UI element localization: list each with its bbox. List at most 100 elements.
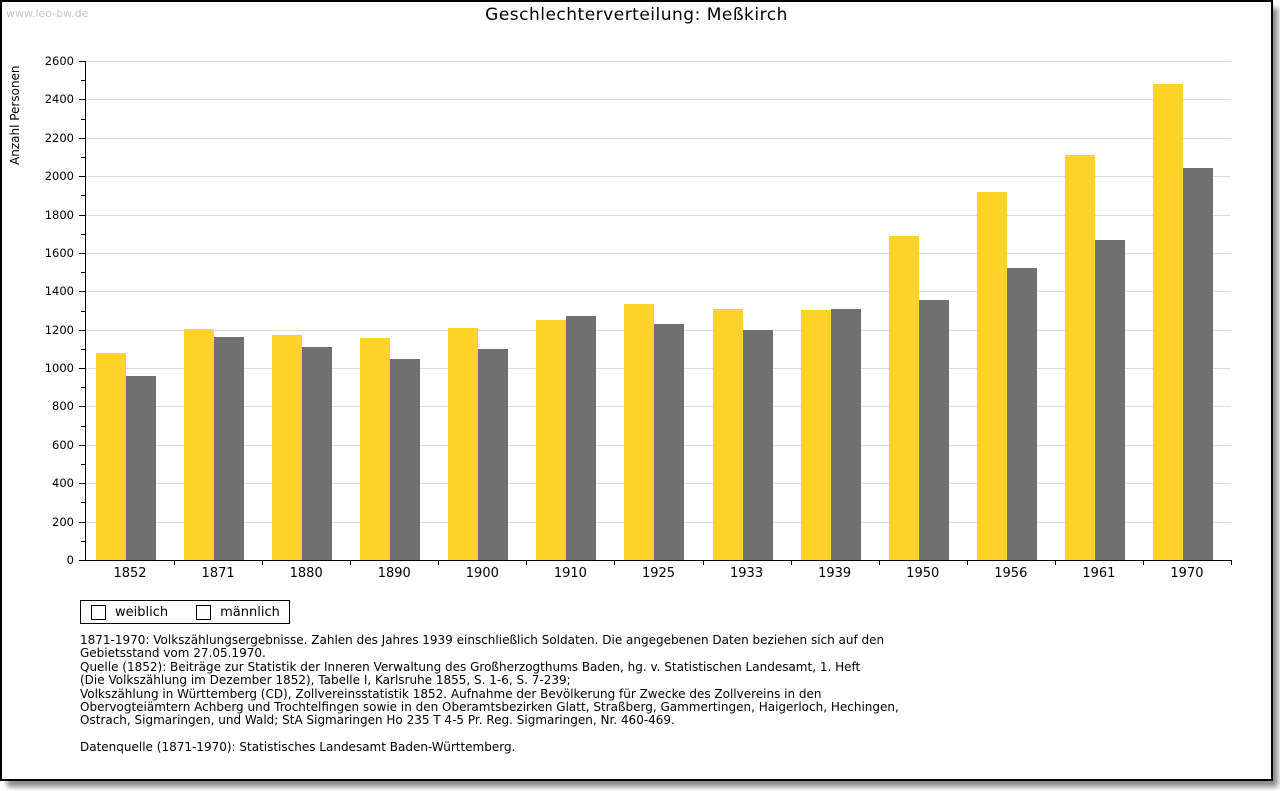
y-axis-tick-1400 [79,291,85,293]
y-axis-tick-1200 [79,329,85,331]
footer-line: Ostrach, Sigmaringen, und Wald; StA Sigm… [80,713,675,728]
bar-männlich-1852 [126,375,156,560]
y-axis-tick-2000 [79,176,85,178]
y-axis-tick-2200 [79,137,85,139]
bar-männlich-1880 [302,346,333,560]
bar-weiblich-1910 [536,320,567,560]
legend: weiblich männlich [80,600,290,624]
y-axis-minor-tick-2100 [81,156,85,158]
footer-line: Gebietsstand vom 27.05.1970. [80,646,266,661]
x-axis-tick [1142,560,1144,565]
y-axis-tick-label: 1000 [44,361,74,376]
footer-line: (Die Volkszählung im Dezember 1852), Tab… [80,673,571,688]
bar-weiblich-1950 [888,235,919,560]
x-axis-tick [614,560,616,565]
y-axis-minor-tick-2300 [81,118,85,120]
y-axis-tick-label: 2200 [44,130,74,145]
bar-männlich-1956 [1006,268,1037,560]
x-axis-label-1956: 1956 [994,566,1028,581]
y-axis-tick-label: 1800 [44,207,74,222]
y-axis-tick-label: 1200 [44,322,74,337]
y-axis-minor-tick-700 [81,425,85,427]
gridline-2600 [86,61,1231,62]
gridline-1600 [86,252,1231,254]
y-axis-tick-400 [79,483,85,485]
x-axis-tick [526,560,528,565]
y-axis-tick-label: 800 [52,399,74,414]
y-axis-minor-tick-1500 [81,272,85,274]
legend-label-weiblich: weiblich [115,604,169,620]
bar-männlich-1939 [830,308,861,560]
bar-weiblich-1961 [1064,155,1095,560]
x-axis-tick [790,560,792,565]
y-axis-tick-label: 600 [52,437,74,452]
plot-area: 0 200 400 600 800 1000 1200 1400 1600 1800 2000 220… [45,54,1232,581]
bar-männlich-1910 [566,316,597,560]
y-axis-tick-label: 1400 [44,284,74,299]
footer-line: Quelle (1852): Beiträge zur Statistik de… [80,659,861,674]
bar-weiblich-1970 [1152,84,1183,560]
chart-title: Geschlechterverteilung: Meßkirch [485,5,788,25]
x-axis-label-1871: 1871 [201,566,235,581]
x-axis-tick [966,560,968,565]
y-axis-tick-label: 1600 [44,245,74,260]
y-axis-tick-label: 2400 [44,92,74,107]
legend-swatch-maennlich [196,604,212,620]
y-axis-tick-600 [79,444,85,446]
gridline-2200 [86,137,1231,139]
y-axis-minor-tick-100 [81,540,85,542]
y-axis-minor-tick-1300 [81,310,85,312]
x-axis-tick [702,560,704,565]
x-axis-label-1961: 1961 [1082,566,1116,581]
y-axis-tick-label: 2000 [44,169,74,184]
bar-weiblich-1852 [96,352,126,560]
gridline-2400 [86,99,1231,101]
x-axis-tick [174,560,176,565]
x-axis-label-1970: 1970 [1170,566,1204,581]
y-axis-minor-tick-500 [81,464,85,466]
x-axis-tick [878,560,880,565]
bar-männlich-1950 [918,299,949,560]
bar-männlich-1970 [1182,167,1213,560]
y-axis-title: Anzahl Personen [8,65,22,165]
bar-männlich-1933 [742,329,773,560]
y-axis-tick-0 [79,560,85,561]
y-axis-tick-2600 [79,61,85,62]
y-axis-minor-tick-1700 [81,233,85,235]
x-axis-label-1950: 1950 [906,566,940,581]
y-axis-tick-1600 [79,252,85,254]
x-axis-tick [262,560,264,565]
bar-weiblich-1871 [184,328,215,560]
x-axis-label-1933: 1933 [730,566,764,581]
bar-männlich-1871 [214,337,245,560]
x-axis-label-1880: 1880 [289,566,323,581]
legend-label-maennlich: männlich [220,604,280,620]
watermark: www.leo-bw.de [6,7,89,20]
y-axis-tick-1000 [79,368,85,370]
y-axis-minor-tick-900 [81,387,85,389]
x-axis-tick [1231,560,1232,565]
bar-weiblich-1956 [976,191,1007,560]
y-axis-minor-tick-300 [81,502,85,504]
bar-männlich-1925 [654,323,685,560]
y-axis-tick-label: 200 [52,514,74,529]
bar-männlich-1900 [478,348,509,560]
x-axis-label-1939: 1939 [818,566,852,581]
legend-swatch-weiblich [91,604,106,620]
y-axis-tick-label: 0 [66,553,74,567]
bar-weiblich-1880 [272,335,303,560]
gridline-1400 [86,291,1231,293]
x-axis-label-1900: 1900 [465,566,499,581]
y-axis-tick-label: 2600 [44,54,74,68]
x-axis-label-1852: 1852 [113,566,147,581]
bar-weiblich-1900 [448,327,479,560]
x-axis-label-1925: 1925 [641,566,676,581]
bar-männlich-1890 [390,359,421,560]
x-axis-tick [350,560,352,565]
x-axis-label-1890: 1890 [377,566,411,581]
footer-line: Volkszählung in Württemberg (CD), Zollve… [80,686,822,701]
x-axis-tick [1054,560,1056,565]
y-axis-tick-2400 [79,99,85,101]
bar-weiblich-1890 [360,338,391,560]
y-axis-minor-tick-2500 [81,80,85,82]
